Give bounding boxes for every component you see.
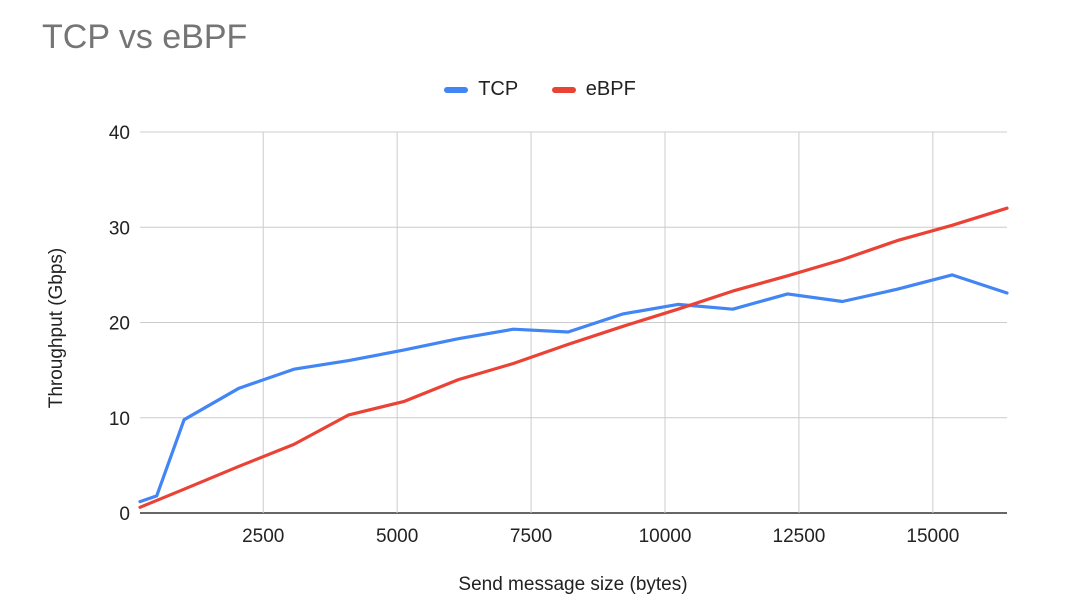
y-tick-label-10: 10 (109, 409, 130, 430)
y-tick-label-0: 0 (119, 504, 130, 525)
chart-legend: TCP eBPF (0, 78, 1080, 101)
grid-lines (140, 131, 1007, 514)
y-tick-label-20: 20 (109, 314, 130, 335)
x-tick-label-2500: 2500 (242, 526, 284, 547)
y-axis-ticks: 0 10 20 30 40 (109, 123, 130, 525)
legend-label-tcp: TCP (478, 78, 519, 101)
series-line-ebpf (138, 206, 1009, 509)
y-tick-label-30: 30 (109, 218, 130, 239)
series-line-tcp (138, 273, 1009, 504)
chart-title: TCP vs eBPF (42, 18, 248, 56)
x-tick-label-10000: 10000 (639, 526, 692, 547)
y-axis-label: Throughput (Gbps) (46, 248, 67, 409)
x-tick-label-12500: 12500 (773, 526, 826, 547)
legend-item-tcp: TCP (444, 78, 518, 101)
legend-swatch-tcp (444, 86, 469, 93)
legend-swatch-ebpf (551, 86, 576, 93)
y-tick-label-40: 40 (109, 123, 130, 144)
series-lines (138, 206, 1009, 509)
x-tick-label-15000: 15000 (906, 526, 959, 547)
x-axis-label: Send message size (bytes) (458, 574, 687, 595)
legend-item-ebpf: eBPF (551, 78, 636, 101)
x-axis-ticks: 2500 5000 7500 10000 12500 15000 (242, 526, 959, 547)
legend-label-ebpf: eBPF (585, 78, 636, 101)
x-tick-label-7500: 7500 (510, 526, 552, 547)
x-tick-label-5000: 5000 (376, 526, 418, 547)
